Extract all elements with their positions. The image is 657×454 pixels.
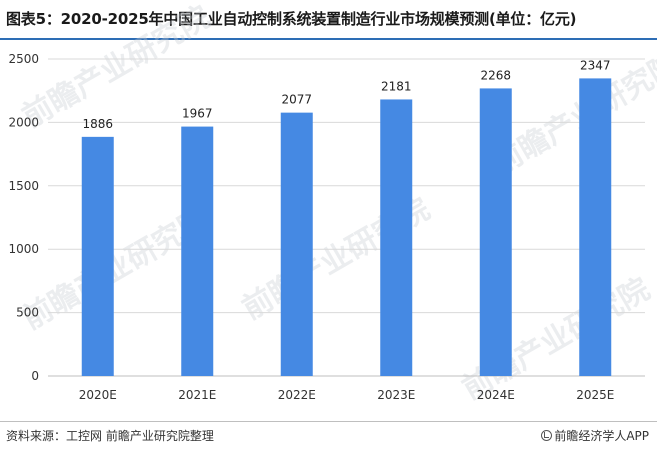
y-tick-label: 2000 bbox=[8, 115, 39, 129]
watermark-text: 前瞻产业研究院 bbox=[487, 47, 657, 182]
x-tick-label: 2024E bbox=[477, 388, 515, 402]
bar-value-label: 2077 bbox=[281, 93, 312, 107]
x-tick-label: 2021E bbox=[178, 388, 216, 402]
x-tick-label: 2022E bbox=[278, 388, 316, 402]
bar bbox=[181, 126, 214, 376]
title-divider bbox=[0, 38, 657, 40]
x-tick-label: 2025E bbox=[576, 388, 614, 402]
bar bbox=[380, 99, 413, 376]
footer-divider bbox=[0, 421, 657, 422]
bar-value-label: 1967 bbox=[182, 107, 213, 121]
brand-logo-icon bbox=[541, 430, 553, 441]
bar bbox=[579, 78, 612, 377]
y-tick-label: 2500 bbox=[8, 52, 39, 66]
x-tick-label: 2023E bbox=[377, 388, 415, 402]
brand-mark: 前瞻经济学人APP bbox=[541, 427, 649, 444]
x-tick-label: 2020E bbox=[79, 388, 117, 402]
brand-label: 前瞻经济学人APP bbox=[554, 429, 649, 443]
source-note: 资料来源：工控网 前瞻产业研究院整理 bbox=[6, 429, 214, 443]
bar bbox=[280, 112, 313, 376]
bar-value-label: 2347 bbox=[580, 58, 611, 72]
chart-title: 图表5：2020-2025年中国工业自动控制系统装置制造行业市场规模预测(单位：… bbox=[6, 10, 577, 28]
y-tick-label: 500 bbox=[16, 306, 39, 320]
y-tick-label: 1000 bbox=[8, 242, 39, 256]
bar-value-label: 1886 bbox=[82, 117, 113, 131]
bar bbox=[81, 136, 114, 376]
y-tick-label: 1500 bbox=[8, 179, 39, 193]
y-tick-label: 0 bbox=[31, 369, 39, 383]
bar bbox=[479, 88, 512, 376]
bar-value-label: 2181 bbox=[381, 79, 412, 93]
bar-value-label: 2268 bbox=[480, 68, 511, 82]
